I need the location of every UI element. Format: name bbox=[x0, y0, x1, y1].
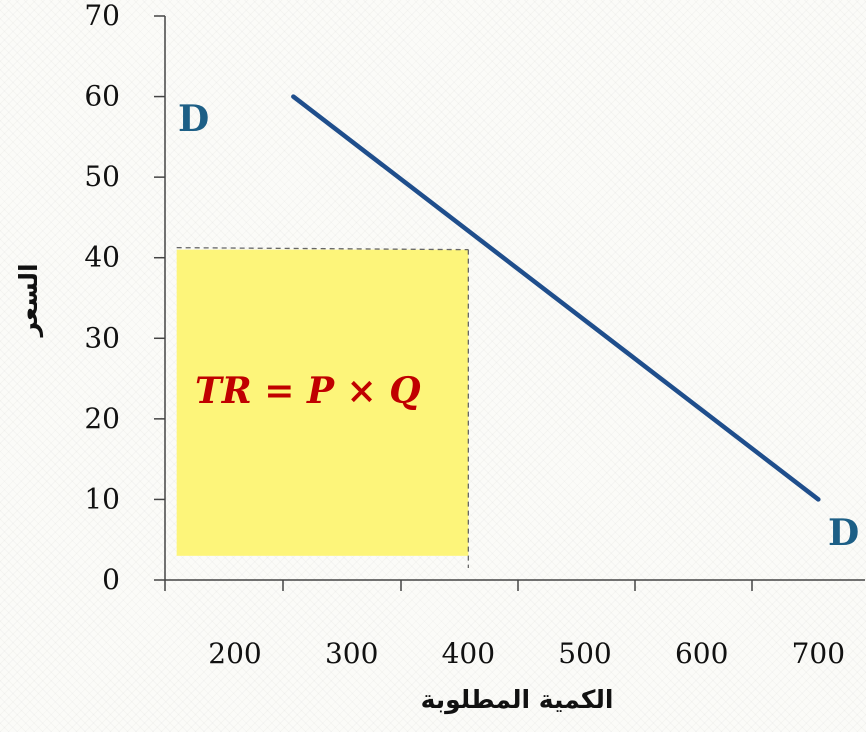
demand-label-end: D bbox=[828, 512, 859, 554]
y-tick-label: 50 bbox=[84, 160, 120, 193]
price-reference-line bbox=[176, 247, 469, 251]
x-tick-label: 200 bbox=[208, 637, 261, 670]
x-tick-label: 700 bbox=[792, 637, 845, 670]
x-tick-label: 500 bbox=[558, 637, 611, 670]
demand-label-start: D bbox=[178, 98, 209, 140]
y-tick-label: 70 bbox=[84, 0, 120, 32]
x-tick-label: 600 bbox=[675, 637, 728, 670]
x-tick-label: 400 bbox=[442, 637, 495, 670]
y-tick-label: 30 bbox=[84, 321, 120, 354]
x-tick-label: 300 bbox=[325, 637, 378, 670]
total-revenue-area bbox=[176, 249, 469, 556]
x-axis-ticks: 200 300 400 500 600 700 bbox=[164, 580, 845, 670]
y-axis-ticks: 0 10 20 30 40 50 60 70 bbox=[84, 0, 165, 596]
y-tick-label: 20 bbox=[84, 402, 120, 435]
y-axis-title: السعر bbox=[14, 263, 44, 338]
y-tick-label: 0 bbox=[102, 563, 120, 596]
total-revenue-formula: TR = P × Q bbox=[195, 370, 421, 412]
demand-curve bbox=[291, 94, 821, 502]
y-tick-label: 60 bbox=[84, 80, 120, 113]
x-axis-title: الكمية المطلوبة bbox=[421, 685, 614, 715]
y-tick-label: 40 bbox=[84, 241, 120, 274]
y-tick-label: 10 bbox=[84, 482, 120, 515]
